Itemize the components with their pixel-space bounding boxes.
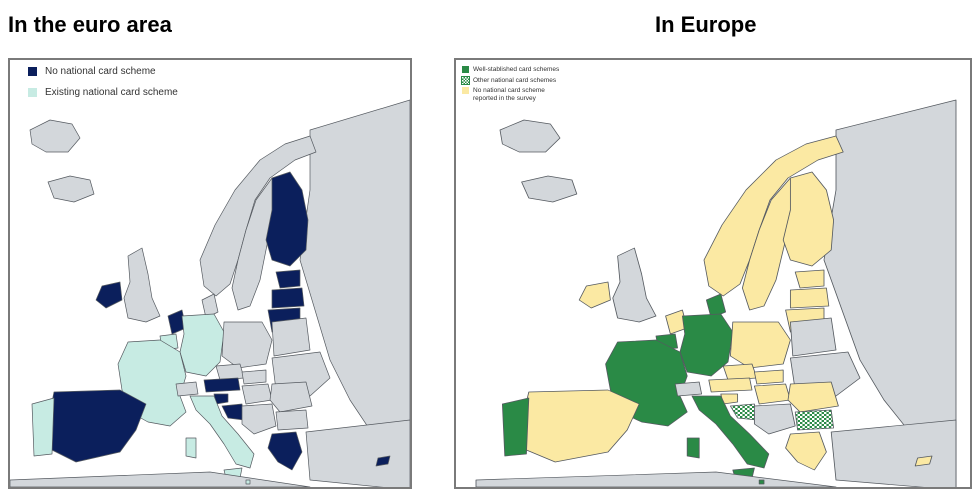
region-romania bbox=[269, 381, 313, 413]
legend-swatch-no-scheme-reported bbox=[462, 87, 469, 94]
region-bulgaria bbox=[794, 409, 835, 431]
region-poland bbox=[729, 321, 791, 369]
region-spain bbox=[521, 389, 640, 463]
legend-label-well-established: Well-stablished card schemes bbox=[473, 66, 560, 73]
region-uk bbox=[612, 247, 657, 323]
region-croatia bbox=[221, 403, 245, 421]
region-portugal bbox=[501, 397, 530, 457]
region-portugal bbox=[31, 397, 55, 457]
region-austria bbox=[203, 377, 241, 393]
legend-swatch-existing-scheme bbox=[28, 88, 37, 97]
euro-area-map-legend: No national card scheme Existing nationa… bbox=[28, 66, 178, 108]
region-italy bbox=[691, 395, 770, 469]
region-north-africa bbox=[475, 471, 837, 487]
region-italy bbox=[189, 395, 255, 469]
region-norway bbox=[703, 135, 844, 297]
region-croatia bbox=[729, 403, 758, 421]
region-north-africa bbox=[10, 471, 311, 487]
legend-swatch-other-schemes bbox=[461, 75, 470, 85]
region-cyprus bbox=[914, 455, 933, 467]
region-hungary bbox=[753, 383, 791, 405]
region-austria bbox=[708, 377, 753, 393]
euro-area-map-geography bbox=[10, 99, 410, 487]
region-ireland bbox=[578, 281, 611, 309]
europe-map-geography bbox=[475, 99, 957, 487]
right-map-title: In Europe bbox=[655, 12, 757, 37]
region-ireland bbox=[95, 281, 123, 309]
region-slovakia bbox=[753, 369, 784, 385]
left-map-title: In the euro area bbox=[8, 12, 172, 37]
region-germany bbox=[679, 313, 734, 377]
legend-label-no-scheme: No national card scheme bbox=[45, 66, 156, 77]
region-switzerland bbox=[175, 381, 199, 397]
region-finland bbox=[265, 171, 309, 267]
region-turkey bbox=[830, 419, 957, 487]
region-denmark bbox=[705, 293, 727, 319]
legend-item-well-established: Well-stablished card schemes bbox=[462, 66, 559, 74]
region-switzerland bbox=[674, 381, 703, 397]
europe-map-legend: Well-stablished card schemes Other natio… bbox=[461, 66, 559, 105]
region-czechia bbox=[722, 363, 758, 381]
region-denmark bbox=[201, 293, 219, 319]
region-estonia bbox=[794, 269, 825, 289]
region-sardinia bbox=[686, 437, 700, 459]
region-greenland bbox=[29, 119, 81, 153]
region-balkans bbox=[241, 403, 277, 435]
region-greece bbox=[785, 431, 827, 471]
region-balkans bbox=[753, 403, 796, 435]
region-romania bbox=[787, 381, 839, 413]
legend-label-no-scheme-reported: No national card scheme reported in the … bbox=[473, 87, 545, 102]
region-sardinia bbox=[185, 437, 197, 459]
region-sweden bbox=[231, 177, 279, 311]
euro-area-map-panel: No national card scheme Existing nationa… bbox=[8, 58, 412, 489]
region-turkey bbox=[305, 419, 410, 487]
region-bulgaria bbox=[275, 409, 309, 431]
region-latvia bbox=[271, 287, 305, 309]
region-spain bbox=[47, 389, 147, 463]
legend-label-other-schemes: Other national card schemes bbox=[473, 76, 557, 84]
region-sweden bbox=[741, 177, 799, 311]
legend-swatch-well-established bbox=[462, 66, 469, 73]
legend-item-other-schemes: Other national card schemes bbox=[461, 75, 559, 85]
region-malta bbox=[758, 479, 765, 485]
region-iceland bbox=[47, 175, 95, 203]
region-poland bbox=[221, 321, 273, 369]
region-greenland bbox=[499, 119, 561, 153]
region-malta bbox=[245, 479, 251, 485]
europe-map bbox=[475, 99, 957, 487]
legend-swatch-no-scheme bbox=[28, 67, 37, 76]
legend-item-no-scheme: No national card scheme bbox=[28, 66, 178, 77]
region-latvia bbox=[789, 287, 830, 309]
region-hungary bbox=[241, 383, 273, 405]
legend-label-existing-scheme: Existing national card scheme bbox=[45, 87, 178, 98]
region-uk bbox=[123, 247, 161, 323]
region-norway bbox=[199, 135, 317, 297]
region-iceland bbox=[521, 175, 578, 203]
legend-item-existing-scheme: Existing national card scheme bbox=[28, 87, 178, 98]
region-czechia bbox=[215, 363, 245, 381]
region-greece bbox=[267, 431, 303, 471]
region-slovakia bbox=[241, 369, 267, 385]
region-estonia bbox=[275, 269, 301, 289]
region-cyprus bbox=[375, 455, 391, 467]
region-germany bbox=[179, 313, 225, 377]
region-belarus bbox=[271, 317, 311, 357]
europe-map-panel: Well-stablished card schemes Other natio… bbox=[454, 58, 972, 489]
region-finland bbox=[782, 171, 835, 267]
region-belarus bbox=[789, 317, 837, 357]
euro-area-map bbox=[10, 99, 410, 487]
legend-item-no-scheme-reported: No national card scheme reported in the … bbox=[462, 87, 559, 102]
